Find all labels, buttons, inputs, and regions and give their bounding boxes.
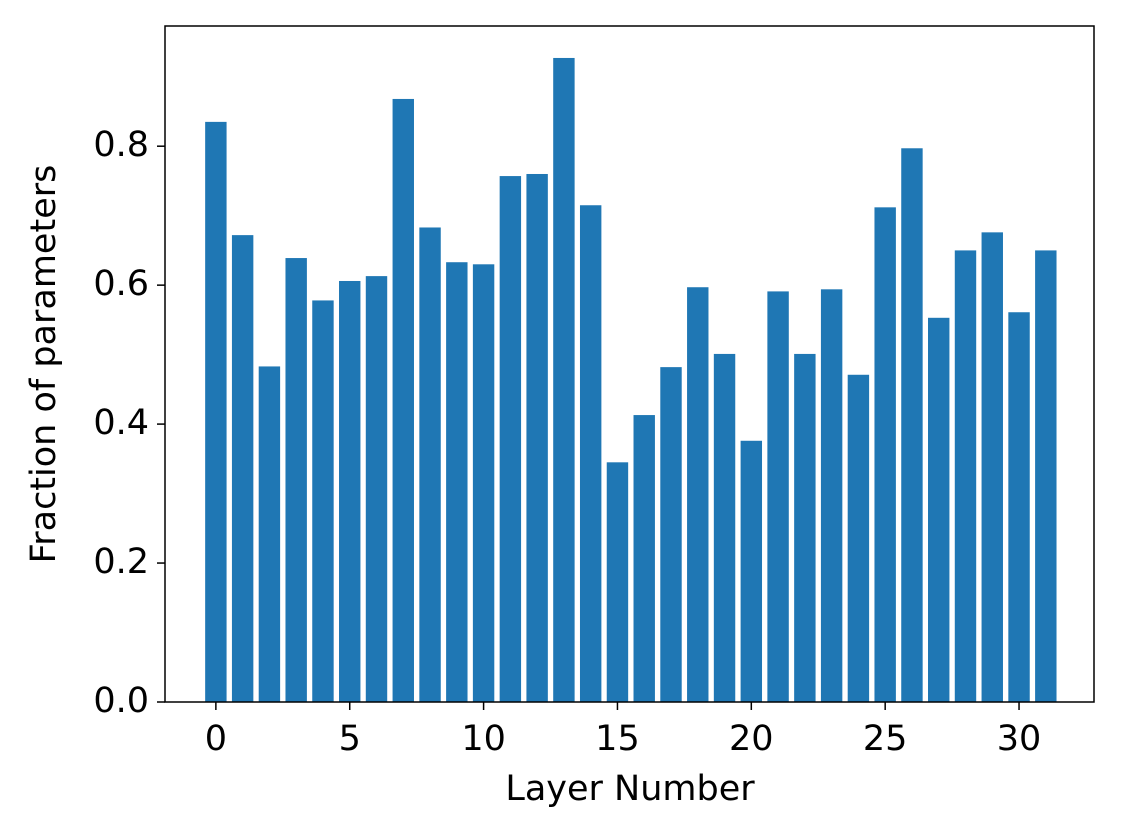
- x-tick-label: 5: [339, 719, 361, 759]
- y-tick-label: 0.2: [93, 542, 149, 582]
- bar: [579, 205, 602, 702]
- bar: [446, 262, 468, 702]
- bar: [633, 415, 655, 702]
- y-tick-label: 0.8: [93, 125, 149, 165]
- bar: [419, 227, 441, 702]
- x-tick-label: 25: [863, 719, 908, 759]
- bar: [794, 353, 816, 702]
- y-axis-label: Fraction of parameters: [24, 165, 64, 564]
- bar: [767, 291, 789, 702]
- bar: [874, 207, 896, 702]
- bar: [687, 287, 709, 702]
- x-tick-label: 0: [205, 719, 227, 759]
- bar: [553, 57, 575, 703]
- bar: [954, 250, 977, 702]
- bar: [285, 258, 307, 702]
- bar: [606, 462, 629, 702]
- bar: [1035, 250, 1057, 702]
- bar: [312, 300, 334, 702]
- bar: [740, 440, 763, 702]
- bar: [365, 276, 388, 702]
- bar: [499, 176, 522, 703]
- bar: [231, 235, 254, 702]
- bar: [1008, 312, 1030, 702]
- y-tick-label: 0.0: [93, 681, 149, 721]
- bar: [981, 232, 1003, 702]
- x-tick-label: 15: [595, 719, 640, 759]
- x-axis-label: Layer Number: [505, 769, 755, 809]
- bar: [901, 148, 923, 703]
- bar: [660, 367, 682, 702]
- bar: [472, 264, 495, 702]
- bar: [339, 280, 361, 702]
- bar: [392, 98, 414, 702]
- y-tick-label: 0.4: [93, 403, 149, 443]
- bar: [820, 289, 843, 702]
- bar: [713, 353, 736, 702]
- bar: [205, 121, 227, 703]
- x-tick-label: 10: [461, 719, 506, 759]
- x-tick-label: 30: [997, 719, 1042, 759]
- y-tick-label: 0.6: [93, 264, 149, 304]
- plot-frame: [164, 25, 1095, 703]
- bar: [847, 374, 870, 702]
- bar: [258, 366, 281, 702]
- x-tick-label: 20: [729, 719, 774, 759]
- bar: [526, 173, 548, 703]
- bar: [928, 317, 950, 702]
